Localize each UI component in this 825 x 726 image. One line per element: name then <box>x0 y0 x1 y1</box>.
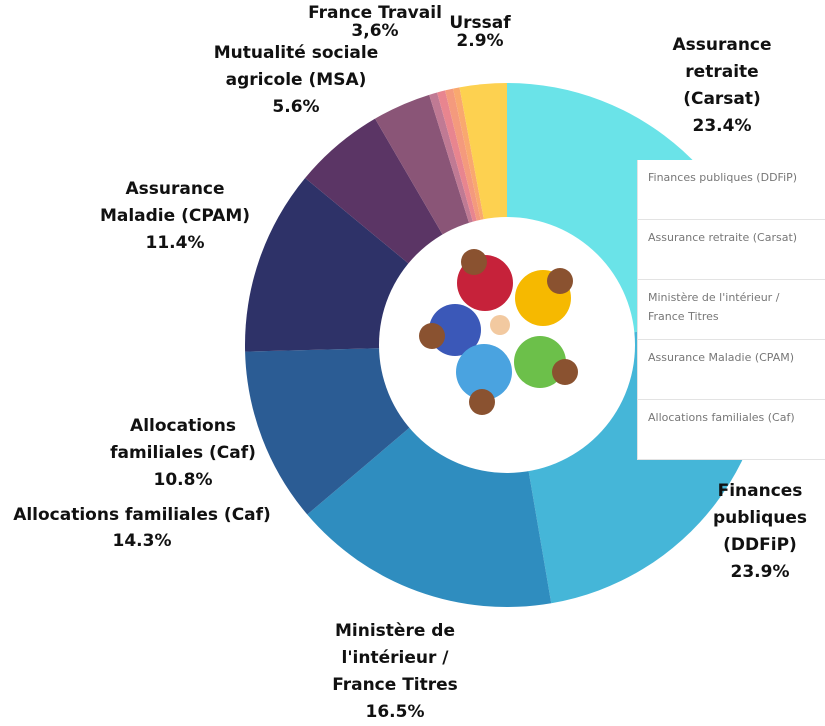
legend-item: Allocations familiales (Caf) <box>638 400 825 460</box>
label-name: Ministère de l'intérieur / France Titres <box>320 618 470 699</box>
legend-item: Assurance Maladie (CPAM) <box>638 340 825 400</box>
label-value: 2.9% <box>440 32 520 50</box>
label-name: Finances publiques (DDFiP) <box>700 478 820 559</box>
legend-item: Finances publiques (DDFiP) <box>638 160 825 220</box>
donut-hole <box>379 217 635 473</box>
label-value: 23.4% <box>657 113 787 140</box>
slice-label: Mutualité sociale agricole (MSA)5.6% <box>196 40 396 121</box>
annotation: Allocations familiales (Caf)14.3% <box>0 502 287 554</box>
label-name: Assurance retraite (Carsat) <box>657 32 787 113</box>
label-name: France Travail <box>300 4 450 22</box>
slice-label: Assurance retraite (Carsat)23.4% <box>657 32 787 140</box>
legend-item: Ministère de l'intérieur / France Titres <box>638 280 825 340</box>
label-value: 10.8% <box>98 467 268 494</box>
label-value: 16.5% <box>320 699 470 726</box>
slice-label: Assurance Maladie (CPAM)11.4% <box>95 176 255 257</box>
label-value: 23.9% <box>700 559 820 586</box>
label-name: Mutualité sociale agricole (MSA) <box>196 40 396 94</box>
slice-label: Allocations familiales (Caf)10.8% <box>98 413 268 494</box>
label-name: Assurance Maladie (CPAM) <box>95 176 255 230</box>
legend-item: Assurance retraite (Carsat) <box>638 220 825 280</box>
slice-label: Ministère de l'intérieur / France Titres… <box>320 618 470 726</box>
label-value: 11.4% <box>95 230 255 257</box>
legend-panel: Finances publiques (DDFiP)Assurance retr… <box>637 160 825 460</box>
label-value: 5.6% <box>196 94 396 121</box>
label-name: Urssaf <box>440 14 520 32</box>
annotation-text: Allocations familiales (Caf) <box>0 502 287 528</box>
label-name: Allocations familiales (Caf) <box>98 413 268 467</box>
slice-label: Finances publiques (DDFiP)23.9% <box>700 478 820 586</box>
page: Assurance retraite (Carsat)23.4%Finances… <box>0 0 825 686</box>
annotation-value: 14.3% <box>0 528 287 554</box>
label-value: 3,6% <box>300 22 450 40</box>
